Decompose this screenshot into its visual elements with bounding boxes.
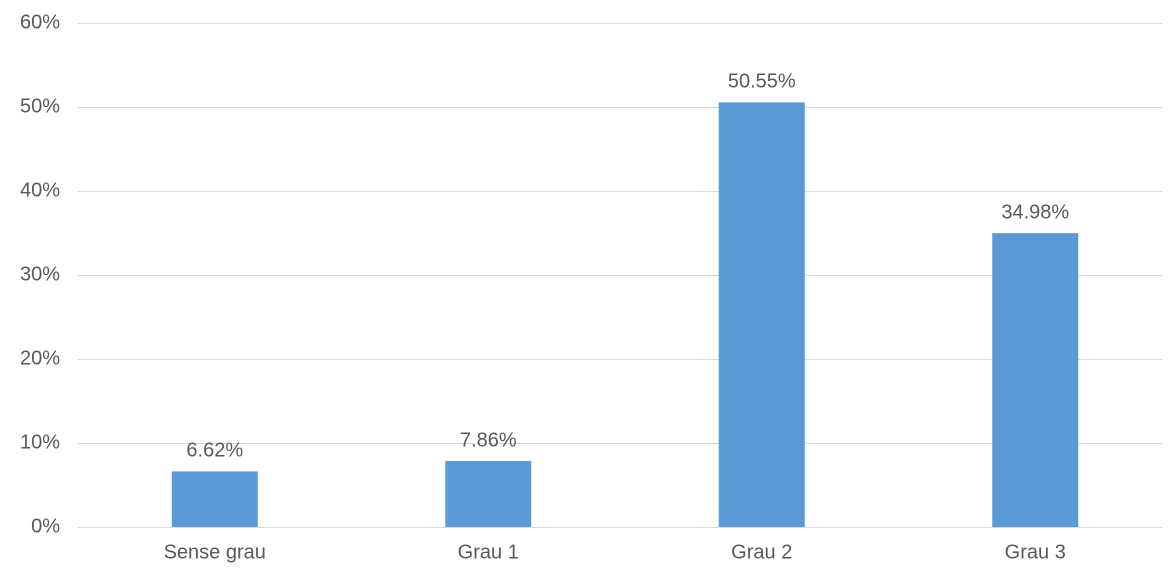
y-tick-label: 20% [20,347,60,369]
bar [992,233,1079,527]
value-label: 50.55% [728,71,796,93]
bar [171,471,258,527]
bar [445,460,532,527]
y-tick-label: 50% [20,95,60,117]
x-tick-label: Sense grau [164,541,266,563]
y-tick-label: 10% [20,431,60,453]
y-tick-label: 60% [20,11,60,33]
x-tick-label: Grau 3 [1005,541,1066,563]
y-tick-label: 30% [20,263,60,285]
value-label: 34.98% [1001,201,1069,223]
value-label: 7.86% [460,429,517,451]
bar [718,102,805,527]
y-tick-label: 0% [31,515,60,537]
value-label: 6.62% [186,440,243,462]
x-tick-label: Grau 2 [731,541,792,563]
x-tick-label: Grau 1 [458,541,519,563]
y-tick-label: 40% [20,179,60,201]
